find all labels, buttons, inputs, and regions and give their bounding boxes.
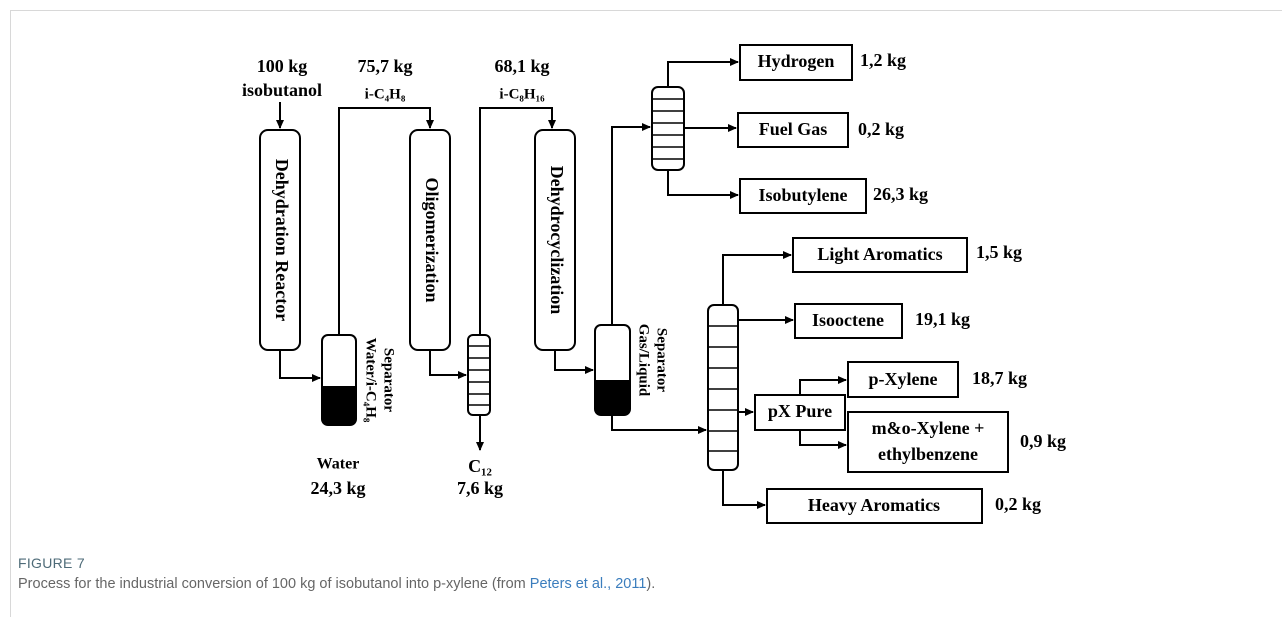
product-box	[739, 44, 853, 81]
stream-name: i-C₈H₁₆	[499, 86, 545, 102]
product-amount: 1,5 kg	[976, 242, 1022, 262]
separator-label: Separator	[381, 348, 397, 412]
product-amount: 1,2 kg	[860, 50, 906, 70]
arrow	[667, 170, 739, 199]
product-box	[794, 303, 903, 339]
product-amount: 0,2 kg	[995, 494, 1041, 514]
px-pure-box	[754, 394, 846, 431]
arrow	[611, 123, 651, 325]
product-name: Light Aromatics	[817, 244, 942, 264]
column-trays	[652, 98, 684, 160]
product-box	[766, 488, 983, 524]
separator-liquid	[595, 380, 630, 415]
product-box	[847, 361, 959, 398]
separator-liquid	[322, 386, 356, 425]
product-name: Isooctene	[812, 310, 884, 330]
dehydrocyclization-label: Dehydrocyclization	[547, 166, 567, 315]
separator-label: Separator	[654, 328, 670, 392]
product-amount: 19,1 kg	[915, 309, 970, 329]
stream-name: i-C₄H₈	[365, 86, 406, 102]
arrow	[279, 350, 321, 382]
arrow	[799, 430, 847, 449]
arrow	[722, 470, 766, 509]
arrow	[479, 107, 556, 335]
column-trays	[468, 345, 490, 406]
oligomerization-label: Oligomerization	[422, 178, 442, 303]
product-name: Fuel Gas	[759, 119, 828, 139]
product-box	[847, 411, 1009, 473]
product-name: p-Xylene	[869, 369, 938, 389]
product-amount: 0,2 kg	[858, 119, 904, 139]
product-name: Isobutylene	[758, 185, 847, 205]
stream-amount: 75,7 kg	[357, 56, 412, 76]
separator-label: Water/i-C₄H₈	[363, 338, 379, 423]
citation-link[interactable]: Peters et al., 2011	[529, 576, 647, 592]
product-name: Heavy Aromatics	[808, 495, 940, 515]
stream-amount: 68,1 kg	[494, 56, 549, 76]
caption-text: Process for the industrial conversion of…	[18, 576, 530, 592]
arrow	[554, 350, 594, 374]
arrow	[429, 350, 467, 379]
arrow	[667, 58, 739, 87]
arrow	[611, 415, 707, 434]
product-amount: 0,9 kg	[1020, 431, 1066, 451]
arrow	[338, 107, 434, 335]
column-trays	[708, 325, 738, 452]
product-amount: 26,3 kg	[873, 184, 928, 204]
separator-label: Gas/Liquid	[636, 324, 652, 397]
product-box	[739, 178, 867, 214]
caption-end: ).	[646, 576, 656, 592]
water-name: Water	[317, 456, 360, 473]
column	[467, 334, 491, 416]
reactor-label: Dehydration Reactor	[272, 159, 292, 321]
px-pure-label: pX Pure	[768, 401, 832, 421]
figure-frame	[10, 10, 1282, 617]
product-name: m&o-Xylene +	[872, 418, 985, 438]
figure-label: FIGURE 7	[18, 555, 85, 571]
process-diagram: 100 kg isobutanol Dehydration Reactor Wa…	[242, 44, 1066, 524]
water-amount: 24,3 kg	[310, 478, 365, 498]
figure-caption: Process for the industrial conversion of…	[18, 576, 655, 592]
c12-amount: 7,6 kg	[457, 478, 503, 498]
c12-name: C₁₂	[468, 456, 492, 476]
arrow	[799, 376, 847, 395]
feed-name: isobutanol	[242, 80, 322, 100]
product-name: ethylbenzene	[878, 444, 978, 464]
product-box	[792, 237, 968, 273]
product-amount: 18,7 kg	[972, 368, 1027, 388]
arrow	[722, 251, 792, 305]
feed-amount: 100 kg	[257, 56, 308, 76]
product-name: Hydrogen	[758, 51, 835, 71]
column	[707, 304, 739, 471]
product-box	[737, 112, 849, 148]
